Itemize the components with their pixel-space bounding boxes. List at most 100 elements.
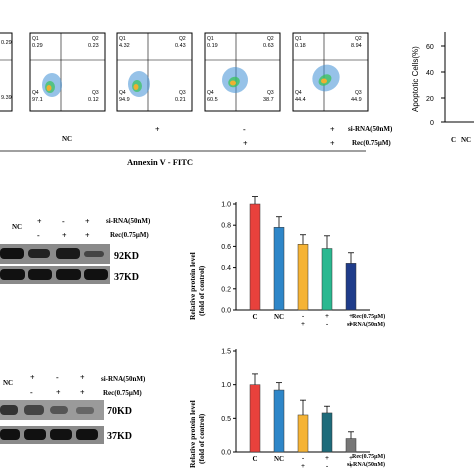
- bar: [297, 244, 309, 311]
- bar: [249, 384, 261, 453]
- q3-label: Q3: [179, 90, 186, 96]
- q3-label: Q3: [267, 90, 274, 96]
- q2-value: 0.43: [175, 43, 186, 49]
- blot2-rec-sign: +: [80, 388, 85, 397]
- bar-chart-1: Relative protein level (fold of control)…: [188, 196, 385, 328]
- apoptosis-chart: 0 20 40 60 Apoptotic Cells(%) C NC: [411, 32, 474, 144]
- rec-sign: -: [302, 312, 305, 320]
- bar: [297, 414, 309, 453]
- bar2-y-label-line2: (fold of control): [197, 413, 206, 464]
- sirna-sign: +: [349, 320, 353, 328]
- x-category-label: NC: [274, 313, 284, 321]
- flow-panel-4: Q1 0.19 Q2 0.63 Q4 60.5 Q3 38.7: [204, 32, 281, 112]
- q2-label: Q2: [355, 36, 362, 42]
- apoptosis-ytick: 20: [426, 96, 434, 103]
- sirna-sign: -: [326, 462, 329, 470]
- blot2-rec-sign: -: [30, 388, 33, 397]
- q4-value: 97.1: [32, 97, 43, 103]
- rec-sign: +: [349, 312, 353, 320]
- q4-label: Q4: [295, 90, 302, 96]
- blot1-band-label: 92KD: [114, 251, 139, 262]
- bar: [273, 227, 285, 311]
- blot2-sirna-sign: +: [80, 373, 85, 382]
- sirna-sign: +: [301, 320, 305, 328]
- bar: [321, 412, 333, 453]
- blot2-nc-label: NC: [3, 379, 13, 387]
- blot2-rec-sign: +: [56, 388, 61, 397]
- q3-label: Q3: [355, 90, 362, 96]
- q2-label: Q2: [179, 36, 186, 42]
- flow-nc-label: NC: [62, 135, 72, 143]
- q4-value: 60.5: [207, 97, 218, 103]
- blot1-rec-sign: -: [37, 231, 40, 240]
- bar2-y-label-line1: Relative protein level: [188, 400, 197, 468]
- bar2-legend-rec: Rec(0.75μM): [352, 453, 385, 460]
- bar: [273, 389, 285, 453]
- rec-sign: +: [325, 312, 329, 320]
- q3-value: 38.7: [263, 97, 274, 103]
- y-tick-label: 0.6: [221, 244, 231, 251]
- flow-sirna-sign-1: +: [155, 125, 160, 134]
- q4-value: 94.9: [119, 97, 130, 103]
- bar: [249, 203, 261, 311]
- western-blot-2: NC + - + si-RNA(50nM) - + + Rec(0.75μM) …: [0, 373, 146, 444]
- apoptosis-ytick: 60: [426, 44, 434, 51]
- q3-value: 0.21: [175, 97, 186, 103]
- apoptosis-ytick: 0: [430, 120, 434, 127]
- western-blot-1: NC + - + si-RNA(50nM) - + + Rec(0.75μM) …: [0, 217, 151, 284]
- apoptosis-cat-c: C: [451, 136, 456, 144]
- q4-label: Q4: [119, 90, 126, 96]
- bar-chart-2: Relative protein level (fold of control)…: [188, 349, 385, 471]
- y-tick-label: 1.5: [221, 349, 231, 356]
- q3-label: Q3: [92, 90, 99, 96]
- flow-sirna-label: si-RNA(50nM): [348, 125, 393, 133]
- flow-panel-5: Q1 0.18 Q2 8.94 Q4 44.4 Q3 44.9: [292, 32, 369, 112]
- apoptosis-ytick: 40: [426, 70, 434, 77]
- blot1-nc-label: NC: [12, 223, 22, 231]
- y-tick-label: 0.5: [221, 416, 231, 423]
- y-tick-label: 0.2: [221, 286, 231, 293]
- q1-value: 0.19: [207, 43, 218, 49]
- q1-value: 0.29: [32, 43, 43, 49]
- flow-q4-value: 9.39: [1, 95, 12, 101]
- bar1-y-label-line1: Relative protein level: [188, 252, 197, 320]
- bar2-legend-sirna: si-RNA(50nM): [347, 461, 385, 468]
- bar1-legend-rec: Rec(0.75μM): [352, 313, 385, 320]
- flow-panels: 0.29 9.39 Q1 0.29 Q2 0.23 Q4 97.1 Q3 0.1…: [0, 32, 393, 167]
- apoptosis-y-label: Apoptotic Cells(%): [411, 46, 420, 112]
- rec-sign: -: [302, 454, 305, 462]
- q4-label: Q4: [207, 90, 214, 96]
- q3-value: 0.12: [88, 97, 99, 103]
- flow-sirna-sign-3: +: [330, 125, 335, 134]
- y-tick-label: 0.4: [221, 265, 231, 272]
- blot2-band-label: 70KD: [107, 406, 132, 417]
- blot2-sirna-sign: -: [56, 373, 59, 382]
- q2-label: Q2: [92, 36, 99, 42]
- rec-sign: +: [325, 454, 329, 462]
- y-tick-label: 0.0: [221, 308, 231, 315]
- blot1-sirna-sign: +: [85, 217, 90, 226]
- blot1-rec-sign: +: [62, 231, 67, 240]
- blot2-sirna-sign: +: [30, 373, 35, 382]
- q1-value: 0.18: [295, 43, 306, 49]
- bar: [321, 248, 333, 311]
- flow-panel-1: 0.29 9.39: [0, 32, 13, 112]
- blot1-rec-label: Rec(0.75μM): [110, 231, 149, 239]
- q1-label: Q1: [119, 36, 126, 42]
- bar1-y-label-line2: (fold of control): [197, 265, 206, 316]
- x-category-label: NC: [274, 455, 284, 463]
- q3-value: 44.9: [351, 97, 362, 103]
- apoptosis-cat-nc: NC: [461, 136, 471, 144]
- q2-value: 0.23: [88, 43, 99, 49]
- q1-label: Q1: [207, 36, 214, 42]
- q1-label: Q1: [295, 36, 302, 42]
- flow-rec-sign-2: +: [330, 139, 335, 148]
- blot1-sirna-sign: -: [62, 217, 65, 226]
- y-tick-label: 0.8: [221, 223, 231, 230]
- sirna-sign: -: [326, 320, 329, 328]
- sirna-sign: +: [349, 462, 353, 470]
- flow-rec-label: Rec(0.75μM): [352, 139, 391, 147]
- bar1-legend-sirna: si-RNA(50nM): [347, 321, 385, 328]
- rec-sign: +: [349, 454, 353, 462]
